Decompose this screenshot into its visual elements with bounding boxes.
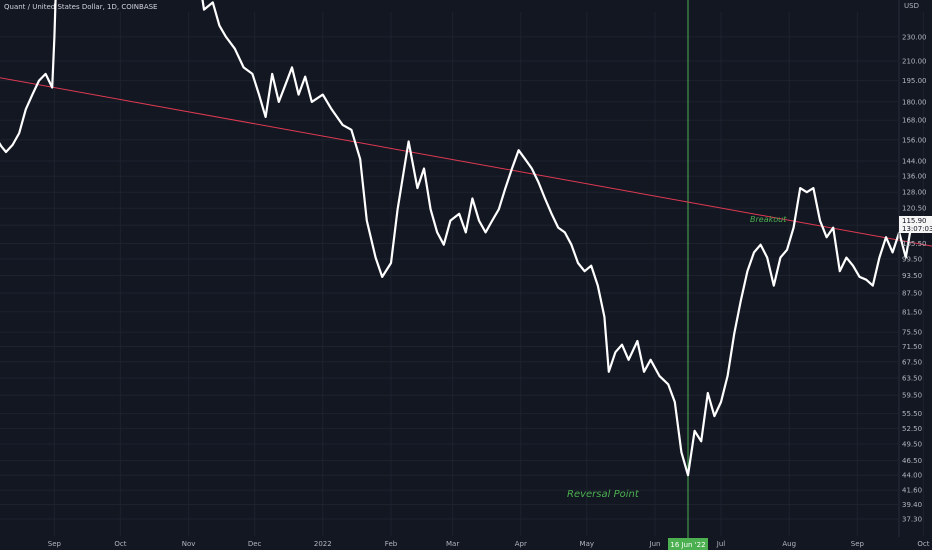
x-tick-label: Oct xyxy=(114,540,126,548)
grid xyxy=(0,12,924,536)
x-tick-label: Aug xyxy=(782,540,796,548)
y-tick-label: 52.50 xyxy=(902,425,922,433)
y-tick-label: 120.50 xyxy=(902,205,927,213)
y-tick-label: 156.00 xyxy=(902,136,927,144)
y-tick-label: 210.00 xyxy=(902,58,927,66)
x-tick-label: Feb xyxy=(385,540,398,548)
y-tick-label: 105.50 xyxy=(902,240,927,248)
price-tag: 115.90 13:07:03 xyxy=(899,216,932,233)
y-tick-label: 180.00 xyxy=(902,98,927,106)
crosshair-date-text: 16 Jun '22 xyxy=(670,541,705,549)
y-tick-label: 195.00 xyxy=(902,77,927,85)
crosshair-date-label: 16 Jun '22 xyxy=(668,538,708,550)
y-axis[interactable]: 230.00 210.00 195.00 180.00 168.00 156.00 144.… xyxy=(898,0,927,537)
y-tick-label: 55.50 xyxy=(902,410,922,418)
y-tick-label: 59.50 xyxy=(902,392,922,400)
y-tick-label: 41.60 xyxy=(902,487,922,495)
x-tick-label: Jul xyxy=(716,540,726,548)
y-tick-label: 39.40 xyxy=(902,501,922,509)
price-tag-time: 13:07:03 xyxy=(902,225,932,233)
y-tick-label: 230.00 xyxy=(902,33,927,41)
x-tick-label: May xyxy=(580,540,594,548)
y-tick-label: 67.50 xyxy=(902,358,922,366)
y-tick-label: 87.50 xyxy=(902,290,922,298)
x-axis[interactable]: Sep Oct Nov Dec 2022 Feb Mar Apr May Jun Jul Aug Sep… xyxy=(48,540,932,548)
x-tick-label: Apr xyxy=(515,540,527,548)
x-tick-label: Jun xyxy=(649,540,661,548)
y-tick-label: 44.00 xyxy=(902,472,922,480)
price-series-line xyxy=(0,0,914,477)
x-tick-label: Mar xyxy=(446,540,459,548)
x-tick-label: Sep xyxy=(851,540,865,548)
y-tick-label: 128.00 xyxy=(902,189,927,197)
x-tick-label: Oct xyxy=(917,540,929,548)
y-tick-label: 99.50 xyxy=(902,255,922,263)
reversal-point-annotation: Reversal Point xyxy=(567,489,640,500)
y-tick-label: 93.50 xyxy=(902,272,922,280)
y-tick-label: 75.50 xyxy=(902,329,922,337)
x-tick-label: Nov xyxy=(182,540,196,548)
y-tick-label: 144.00 xyxy=(902,158,927,166)
x-tick-label: Dec xyxy=(248,540,262,548)
x-tick-label: 2022 xyxy=(314,540,332,548)
y-tick-label: 136.00 xyxy=(902,173,927,181)
y-tick-label: 81.50 xyxy=(902,308,922,316)
chart-title: Quant / United States Dollar, 1D, COINBA… xyxy=(4,3,158,11)
y-tick-label: 71.50 xyxy=(902,343,922,351)
price-tag-value: 115.90 xyxy=(902,217,927,225)
y-tick-label: 63.50 xyxy=(902,374,922,382)
y-tick-label: 168.00 xyxy=(902,117,927,125)
trendline[interactable] xyxy=(0,75,932,293)
breakout-annotation: Breakout xyxy=(750,215,787,224)
y-tick-label: 46.50 xyxy=(902,457,922,465)
y-tick-label: 49.50 xyxy=(902,441,922,449)
x-tick-label: Sep xyxy=(48,540,62,548)
y-tick-label: 37.30 xyxy=(902,516,922,524)
y-axis-unit: USD xyxy=(904,2,919,10)
